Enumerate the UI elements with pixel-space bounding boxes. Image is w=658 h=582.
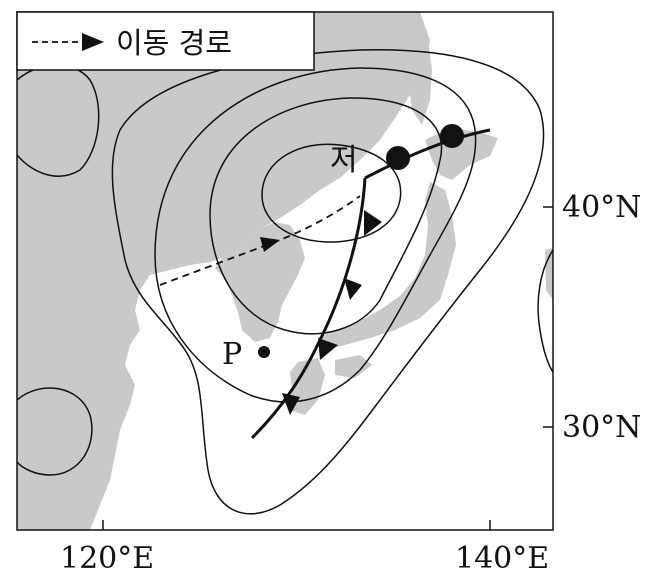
korean-peninsula	[215, 222, 305, 342]
front-symbol-cold-4	[282, 393, 300, 415]
longitude-label-120e: 120°E	[60, 541, 154, 576]
legend-box	[16, 11, 315, 71]
track-arrowhead	[260, 237, 280, 252]
isobar-inner	[261, 143, 402, 243]
front-symbol-cold-2	[344, 278, 362, 300]
isobar-middle	[209, 97, 443, 335]
shikoku	[335, 355, 372, 378]
front-symbol-warm-1	[386, 146, 410, 170]
isobar-east	[537, 249, 553, 373]
isobar-third	[154, 67, 477, 403]
legend-label: 이동 경로	[116, 26, 232, 60]
isobar-west-bottom	[17, 387, 93, 476]
sakhalin	[400, 12, 432, 125]
latitude-label-30n: 30°N	[562, 410, 641, 445]
front-symbol-warm-2	[440, 124, 464, 148]
cold-front	[250, 177, 367, 440]
isobar-outer	[111, 49, 545, 515]
point-p-marker	[258, 346, 270, 358]
latitude-label-40n: 40°N	[562, 190, 641, 225]
longitude-label-140e: 140°E	[455, 541, 549, 576]
honshu	[318, 182, 456, 350]
front-symbol-cold-1	[364, 210, 382, 236]
mainland	[17, 12, 430, 530]
legend-arrow-icon	[82, 33, 104, 51]
low-pressure-label: 저	[330, 143, 358, 178]
occluded-front	[364, 128, 491, 180]
front-symbol-cold-3	[318, 338, 338, 360]
point-p-label: P	[222, 337, 242, 372]
